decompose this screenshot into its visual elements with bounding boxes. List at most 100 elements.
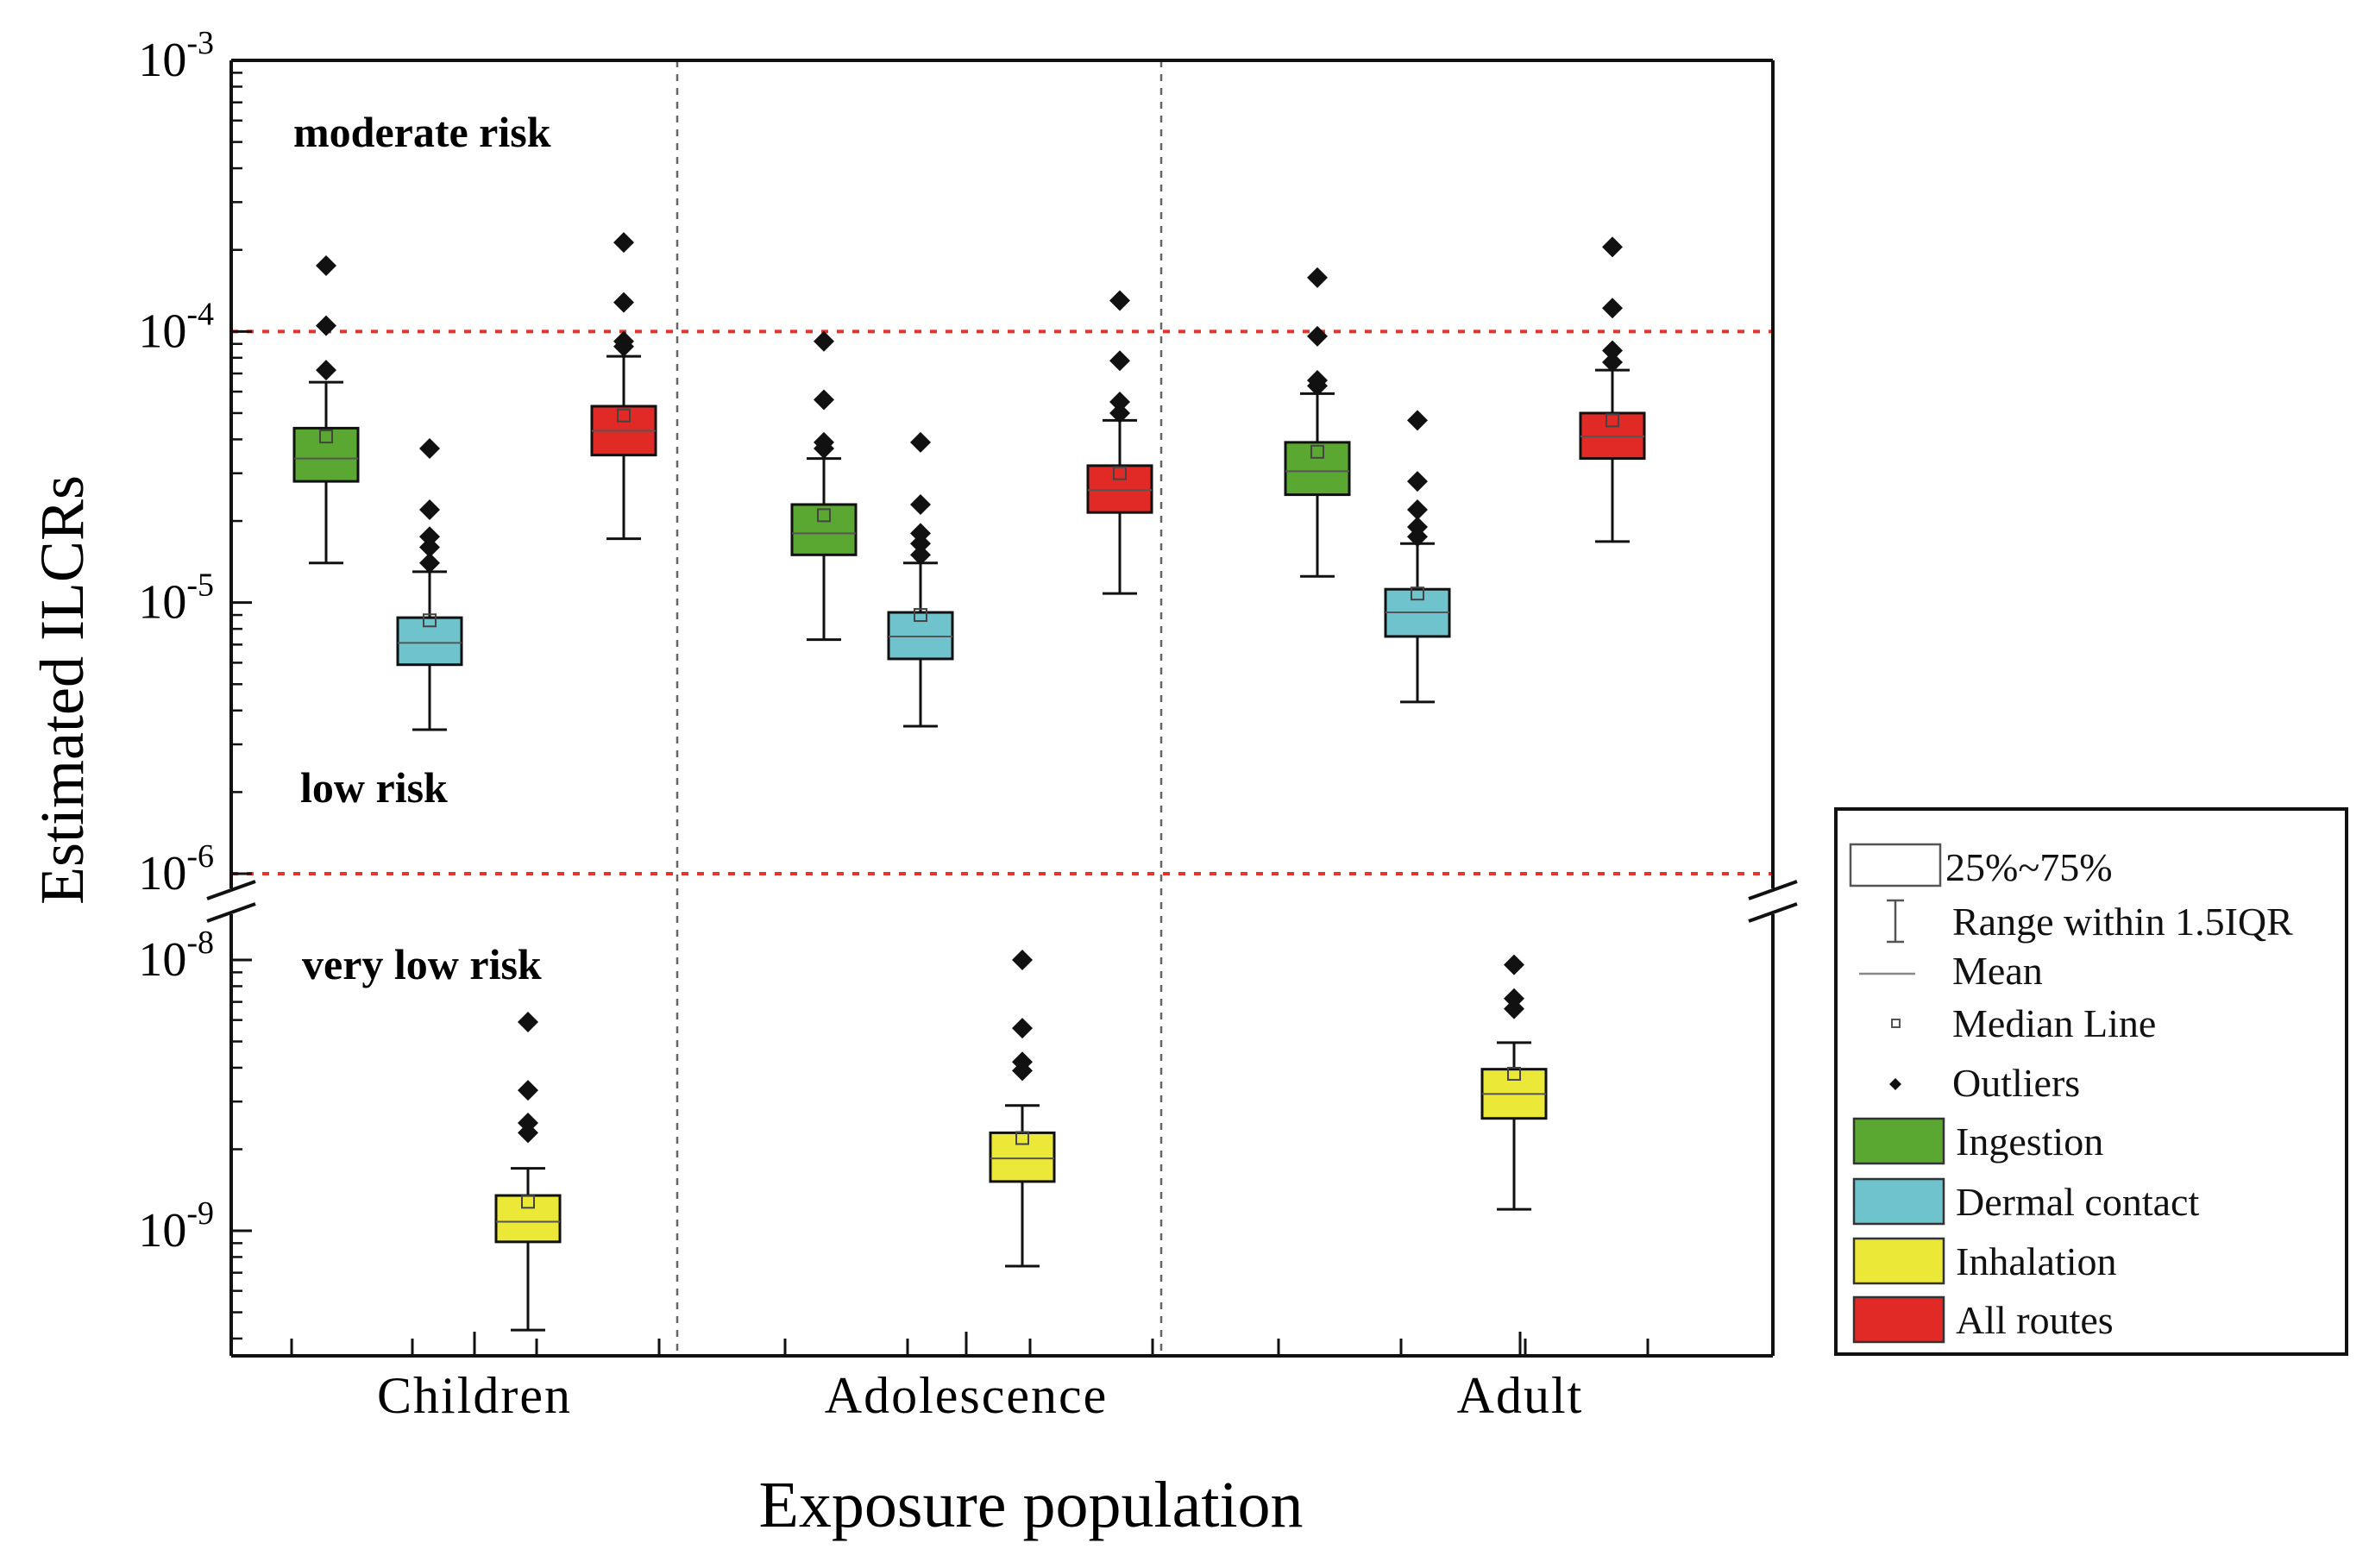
y-tick-label: 10-8: [138, 925, 214, 987]
legend-item-range-within-1-5iqr: Range within 1.5IQR: [1887, 899, 2293, 944]
zone-label-low: low risk: [300, 763, 448, 812]
zone-label-moderate: moderate risk: [293, 108, 551, 156]
box-ingestion-adult: [1284, 267, 1351, 578]
legend-color-swatch: [1852, 1117, 1945, 1165]
box-all-routes-adult: [1579, 236, 1646, 543]
iqr-box: [1284, 441, 1351, 497]
box-dermal-contact-adult: [1384, 410, 1451, 704]
legend-color-swatch: [1852, 1295, 1945, 1344]
outlier-point: [518, 1080, 538, 1101]
outlier-point: [1109, 290, 1130, 311]
axis-break-mark: [206, 902, 256, 923]
box-all-routes-adolescence: [1086, 290, 1153, 595]
outlier-point: [613, 330, 634, 352]
axis-break-mark: [1748, 902, 1798, 923]
iqr-box: [396, 616, 463, 667]
iqr-box: [989, 1131, 1056, 1183]
outlier-point: [419, 552, 440, 574]
outlier-point: [814, 330, 834, 352]
outlier-point: [1407, 471, 1428, 492]
outlier-point: [316, 360, 336, 381]
mean-marker: [1310, 444, 1324, 459]
mean-marker: [1411, 586, 1424, 601]
legend-label: 25%~75%: [1945, 845, 2113, 889]
legend-diamond-symbol: [1889, 1078, 1901, 1090]
outlier-point: [1407, 410, 1428, 431]
box-inhalation-children: [494, 1011, 562, 1332]
y-tick-label: 10-5: [138, 568, 214, 630]
x-axis-label: Exposure population: [758, 1469, 1303, 1541]
outlier-point: [518, 1011, 538, 1032]
outlier-point: [814, 389, 834, 411]
mean-marker: [817, 508, 831, 523]
outlier-point: [910, 493, 931, 515]
legend-square-symbol: [1891, 1019, 1901, 1028]
mean-marker: [1015, 1131, 1029, 1145]
outlier-point: [1602, 298, 1623, 319]
outlier-point: [1407, 499, 1428, 521]
legend-item-ingestion: Ingestion: [1852, 1117, 2103, 1165]
outlier-point: [910, 544, 931, 566]
outlier-point: [518, 1113, 538, 1134]
outlier-point: [1602, 352, 1623, 373]
outlier-point: [419, 536, 440, 558]
mean-marker: [521, 1195, 535, 1209]
box-inhalation-adult: [1480, 954, 1548, 1211]
mean-marker: [423, 613, 437, 628]
legend-color-swatch: [1852, 1177, 1945, 1226]
mean-marker: [617, 408, 631, 423]
box-dermal-contact-adolescence: [887, 431, 954, 728]
outlier-point: [1012, 950, 1033, 970]
outlier-point: [1307, 325, 1328, 347]
outlier-point: [316, 254, 336, 276]
legend-label: Median Line: [1952, 1001, 2156, 1045]
y-tick-label: 10-6: [138, 838, 214, 900]
mean-marker: [1507, 1066, 1521, 1081]
iqr-box: [292, 426, 360, 483]
outlier-point: [1109, 402, 1130, 423]
box-ingestion-adolescence: [790, 330, 858, 642]
outlier-point: [1602, 236, 1623, 258]
mean-marker: [319, 430, 333, 444]
outlier-point: [613, 232, 634, 254]
axis-break-mark: [1748, 880, 1798, 900]
box-ingestion-children: [292, 254, 360, 565]
legend-label: Ingestion: [1956, 1120, 2103, 1163]
y-axis-label: Estimated ILCRs: [28, 475, 97, 905]
axis-break-mark: [206, 880, 256, 900]
legend-label: Dermal contact: [1956, 1180, 2199, 1224]
outlier-point: [1109, 391, 1130, 412]
legend: 25%~75% Range within 1.5IQR Mean Median Lin…: [1834, 807, 2348, 1356]
outlier-point: [613, 292, 634, 313]
iqr-box: [1086, 464, 1153, 514]
legend-item-median-line: Median Line: [1891, 1001, 2156, 1045]
outlier-point: [316, 315, 336, 336]
legend-label: Range within 1.5IQR: [1952, 900, 2293, 944]
outlier-point: [814, 431, 834, 453]
outlier-point: [1012, 1051, 1033, 1073]
y-tick-label: 10-3: [138, 25, 214, 87]
box-all-routes-children: [590, 232, 657, 541]
outlier-point: [1109, 350, 1130, 372]
legend-color-swatch: [1852, 1237, 1945, 1285]
outlier-point: [1504, 988, 1524, 1009]
outlier-point: [1504, 954, 1524, 975]
legend-item-mean: Mean: [1859, 949, 2043, 993]
outlier-point: [1602, 340, 1623, 361]
outlier-point: [419, 499, 440, 521]
legend-label: All routes: [1956, 1298, 2114, 1342]
legend-label: Outliers: [1952, 1061, 2080, 1105]
outlier-point: [1012, 1018, 1033, 1039]
x-tick-label-children: Children: [377, 1367, 572, 1424]
iqr-box: [790, 503, 858, 556]
outlier-point: [419, 526, 440, 548]
legend-label: Mean: [1952, 949, 2043, 993]
mean-marker: [1606, 413, 1619, 428]
y-tick-label: 10-4: [138, 296, 214, 358]
outlier-point: [1407, 517, 1428, 538]
x-tick-label-adult: Adult: [1457, 1367, 1584, 1424]
mean-marker: [1113, 466, 1127, 480]
zone-label-very-low: very low risk: [302, 940, 542, 988]
legend-item-inhalation: Inhalation: [1852, 1237, 2117, 1285]
